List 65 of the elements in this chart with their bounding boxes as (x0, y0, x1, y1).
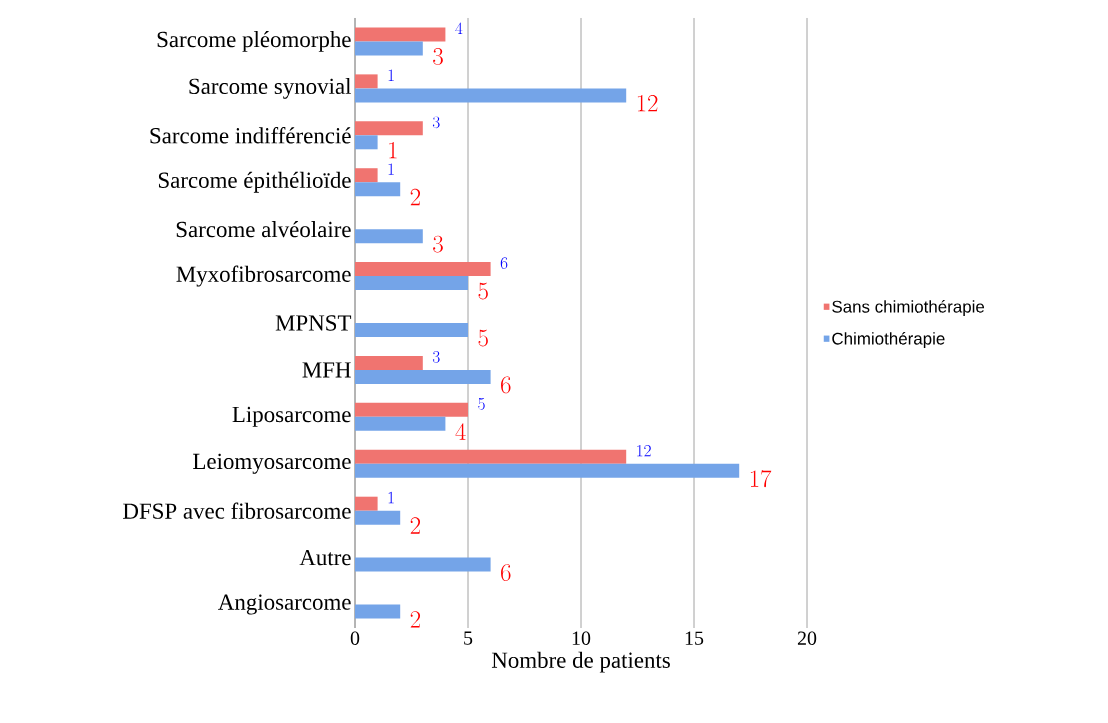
data-label: 6 (501, 564, 511, 581)
x-tick-label: 20 (797, 631, 817, 645)
bar (355, 229, 423, 244)
data-label: 5 (478, 282, 488, 300)
bar (355, 182, 401, 197)
legend-label: Chimiothérapie (832, 331, 945, 348)
data-label: 12 (637, 444, 651, 457)
data-label: 2 (410, 188, 421, 206)
data-label: 1 (388, 163, 394, 175)
bar (355, 74, 378, 89)
y-tick-label: Sarcome alvéolaire (176, 221, 351, 238)
bar (355, 402, 468, 417)
data-label: 3 (433, 48, 443, 65)
legend-label: Sans chimiothérapie (832, 300, 985, 317)
bar (355, 496, 378, 511)
bar (355, 604, 401, 619)
x-tick-label: 15 (685, 631, 704, 645)
y-tick-label: Autre (299, 549, 351, 566)
y-tick-label: Angiosarcome (218, 594, 351, 615)
y-tick-label: Sarcome pléomorphe (157, 31, 351, 52)
bar (355, 276, 468, 291)
data-label: 5 (478, 398, 485, 410)
bar (355, 88, 627, 103)
data-label: 6 (501, 376, 511, 394)
y-tick-label: MPNST (275, 315, 352, 331)
x-tick-label: 10 (572, 631, 591, 645)
bar (355, 168, 378, 183)
y-tick-label: Sarcome indifférencié (150, 127, 351, 144)
x-tick-label: 0 (350, 631, 360, 645)
x-tick-label: 5 (464, 631, 473, 645)
data-label: 3 (433, 235, 443, 253)
bar (355, 369, 491, 384)
data-label: 4 (455, 22, 463, 34)
bar (355, 262, 491, 277)
bar (355, 121, 423, 136)
y-tick-label: DFSP avec fibrosarcome (123, 502, 351, 519)
y-tick-label: Leiomyosarcome (193, 453, 351, 474)
data-label: 12 (637, 94, 658, 112)
data-label: 1 (388, 69, 394, 81)
bar (355, 557, 491, 572)
bar (355, 355, 423, 370)
y-tick-label: Sarcome synovial (189, 77, 352, 99)
y-tick-label: MFH (302, 362, 351, 378)
y-tick-label: Myxofibrosarcome (176, 265, 351, 287)
data-label: 1 (388, 491, 394, 504)
data-label: 3 (432, 351, 440, 363)
data-label: 17 (750, 469, 772, 488)
bar (355, 449, 627, 464)
data-label: 4 (455, 423, 466, 440)
data-label: 3 (432, 116, 440, 129)
bar (355, 27, 446, 42)
y-tick-label: Liposarcome (232, 406, 351, 427)
x-axis-title: Nombre de patients (491, 651, 670, 673)
bar (355, 41, 423, 56)
bar (355, 463, 740, 478)
bar (355, 510, 401, 525)
data-label: 2 (410, 611, 421, 628)
data-label: 2 (410, 517, 421, 534)
y-tick-label: Sarcome épithélioïde (158, 171, 351, 193)
bar (355, 416, 446, 431)
bar (355, 135, 378, 150)
data-label: 1 (389, 141, 397, 159)
bar (355, 323, 468, 337)
data-label: 6 (500, 257, 508, 269)
data-label: 5 (478, 329, 488, 347)
